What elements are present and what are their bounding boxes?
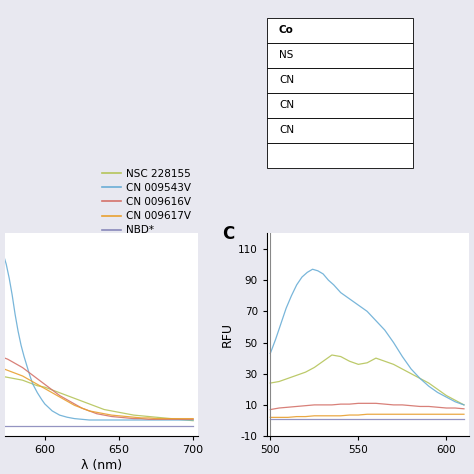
Text: CN: CN — [279, 100, 294, 110]
Text: CN: CN — [279, 125, 294, 135]
Legend: NSC 228155, CN 009543V, CN 009616V, CN 009617V, NBD*: NSC 228155, CN 009543V, CN 009616V, CN 0… — [98, 164, 195, 239]
X-axis label: λ (nm): λ (nm) — [81, 459, 122, 472]
Y-axis label: RFU: RFU — [221, 322, 234, 347]
Bar — [267, 118, 412, 143]
Text: NS: NS — [279, 50, 293, 60]
Text: Co: Co — [279, 25, 294, 35]
Bar — [267, 43, 412, 68]
Text: CN: CN — [279, 75, 294, 85]
Text: C: C — [222, 225, 235, 243]
Bar — [267, 18, 412, 43]
Bar — [267, 92, 412, 118]
Bar — [267, 143, 412, 168]
Bar — [267, 68, 412, 92]
